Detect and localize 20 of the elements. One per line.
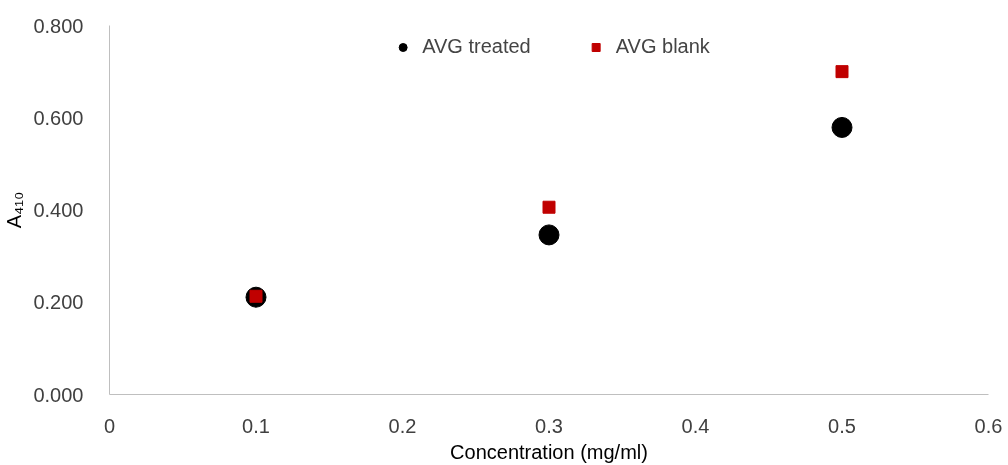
x-tick-label: 0.1: [242, 414, 270, 437]
y-axis-title: A₄₁₀: [3, 191, 26, 229]
x-tick-label: 0: [103, 414, 116, 437]
x-tick-label: 0.4: [681, 414, 710, 437]
x-tick-label: 0.2: [388, 414, 417, 437]
y-tick-label: 0.200: [33, 291, 84, 314]
point: [538, 224, 560, 246]
point: [542, 200, 556, 214]
legend-label: AVG treated: [422, 35, 531, 58]
point: [831, 116, 853, 138]
x-tick-label: 0.5: [828, 414, 856, 437]
y-tick-label: 0.600: [33, 106, 84, 129]
x-tick-label: 0.3: [535, 414, 563, 437]
y-tick-label: 0.000: [33, 383, 84, 406]
y-tick-label: 0.400: [33, 199, 84, 221]
x-tick-label: 0.6: [974, 414, 1003, 437]
point: [835, 65, 849, 79]
y-tick-label: 0.800: [33, 14, 84, 37]
x-axis-title: Concentration (mg/ml): [450, 440, 648, 463]
legend-label: AVG blank: [615, 35, 710, 58]
